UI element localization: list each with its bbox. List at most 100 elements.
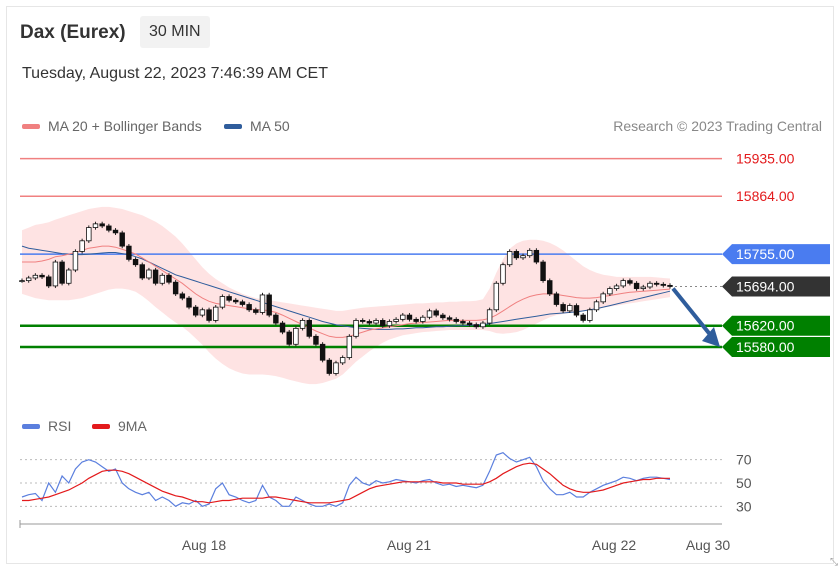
candle bbox=[466, 322, 473, 326]
candle bbox=[640, 286, 646, 289]
candle bbox=[246, 304, 252, 311]
rsi-tick-label: 70 bbox=[736, 452, 752, 468]
candle bbox=[587, 309, 593, 321]
candle bbox=[386, 321, 393, 327]
candle bbox=[206, 309, 212, 321]
rsi-9ma-line bbox=[22, 462, 670, 504]
candle bbox=[146, 269, 152, 279]
candle bbox=[580, 314, 586, 321]
candle bbox=[647, 282, 653, 288]
candle bbox=[526, 249, 533, 257]
x-tick-label: Aug 18 bbox=[182, 537, 227, 553]
candle bbox=[667, 284, 673, 287]
candle bbox=[19, 280, 25, 283]
level-tag-pivot bbox=[722, 244, 830, 265]
candle bbox=[92, 223, 99, 228]
legend-label-rsi: RSI bbox=[48, 418, 72, 434]
ma50-swatch bbox=[224, 123, 242, 129]
rsi-tick-label: 30 bbox=[736, 498, 752, 514]
candle bbox=[139, 264, 145, 279]
candle bbox=[213, 306, 219, 321]
candle bbox=[620, 280, 626, 287]
candle bbox=[346, 335, 353, 358]
candle bbox=[426, 310, 433, 318]
nine-ma-swatch bbox=[92, 423, 110, 429]
research-credit: Research © 2023 Trading Central bbox=[613, 118, 822, 134]
candle bbox=[119, 232, 125, 247]
candle bbox=[353, 320, 359, 337]
candle bbox=[660, 283, 667, 286]
candle bbox=[166, 274, 172, 283]
candle bbox=[79, 240, 85, 252]
candle bbox=[446, 317, 453, 320]
legend-label-ma20: MA 20 + Bollinger Bands bbox=[48, 118, 202, 134]
level-tag-support bbox=[722, 315, 830, 336]
candle bbox=[567, 305, 573, 312]
candle bbox=[126, 245, 132, 260]
x-tick-label: Aug 21 bbox=[387, 537, 432, 553]
candle bbox=[72, 251, 79, 271]
candle bbox=[39, 274, 45, 278]
candle bbox=[600, 293, 606, 303]
candle bbox=[573, 305, 580, 316]
x-tick-label: Aug 22 bbox=[592, 537, 637, 553]
candle bbox=[112, 229, 119, 234]
legend-item-rsi[interactable]: RSI bbox=[22, 418, 71, 434]
candle bbox=[420, 316, 426, 322]
candle bbox=[286, 331, 292, 345]
candle bbox=[293, 327, 299, 345]
candle bbox=[152, 269, 159, 284]
bollinger-band bbox=[22, 206, 670, 385]
candle bbox=[59, 261, 65, 284]
candle bbox=[633, 282, 640, 289]
rsi-swatch bbox=[22, 423, 40, 429]
candle bbox=[493, 282, 500, 311]
candle bbox=[553, 293, 560, 305]
candle bbox=[406, 314, 413, 320]
candle bbox=[506, 251, 513, 266]
legend-label-ma50: MA 50 bbox=[250, 118, 290, 134]
candle bbox=[453, 318, 459, 322]
candle bbox=[520, 255, 526, 259]
candle bbox=[233, 299, 239, 303]
level-label-last: 15694.00 bbox=[736, 278, 795, 294]
level-label-resistance: 15864.00 bbox=[736, 188, 795, 204]
candle bbox=[299, 320, 306, 329]
resize-handle[interactable]: ⤡ bbox=[830, 557, 838, 568]
candle bbox=[132, 258, 139, 266]
timeframe-button[interactable]: 30 MIN bbox=[140, 16, 210, 48]
candle bbox=[253, 309, 259, 313]
candle bbox=[607, 288, 613, 295]
candle bbox=[339, 357, 346, 364]
legend-item-9ma[interactable]: 9MA bbox=[92, 418, 147, 434]
rsi-tick-label: 50 bbox=[736, 475, 752, 491]
rsi-line bbox=[21, 452, 671, 508]
candle bbox=[373, 320, 379, 324]
legend-item-ma20[interactable]: MA 20 + Bollinger Bands bbox=[22, 118, 202, 134]
candle bbox=[192, 306, 199, 316]
candle bbox=[25, 277, 32, 282]
candle bbox=[239, 301, 246, 305]
candle bbox=[593, 301, 600, 311]
candle bbox=[106, 225, 112, 231]
candle bbox=[326, 359, 333, 374]
candle bbox=[266, 294, 272, 316]
candle bbox=[440, 314, 446, 319]
candle bbox=[99, 223, 105, 227]
level-label-support: 15620.00 bbox=[736, 318, 795, 334]
candle bbox=[86, 227, 92, 242]
candle bbox=[32, 274, 39, 279]
level-label-support: 15580.00 bbox=[736, 339, 795, 355]
candle bbox=[460, 321, 466, 324]
candle bbox=[52, 261, 59, 287]
candle bbox=[513, 251, 520, 259]
candle bbox=[480, 322, 486, 328]
candle bbox=[547, 280, 553, 295]
candle bbox=[219, 296, 226, 308]
candle bbox=[540, 261, 546, 282]
candle bbox=[560, 304, 566, 312]
candle bbox=[533, 249, 540, 263]
candle bbox=[159, 274, 166, 284]
legend-item-ma50[interactable]: MA 50 bbox=[224, 118, 290, 134]
